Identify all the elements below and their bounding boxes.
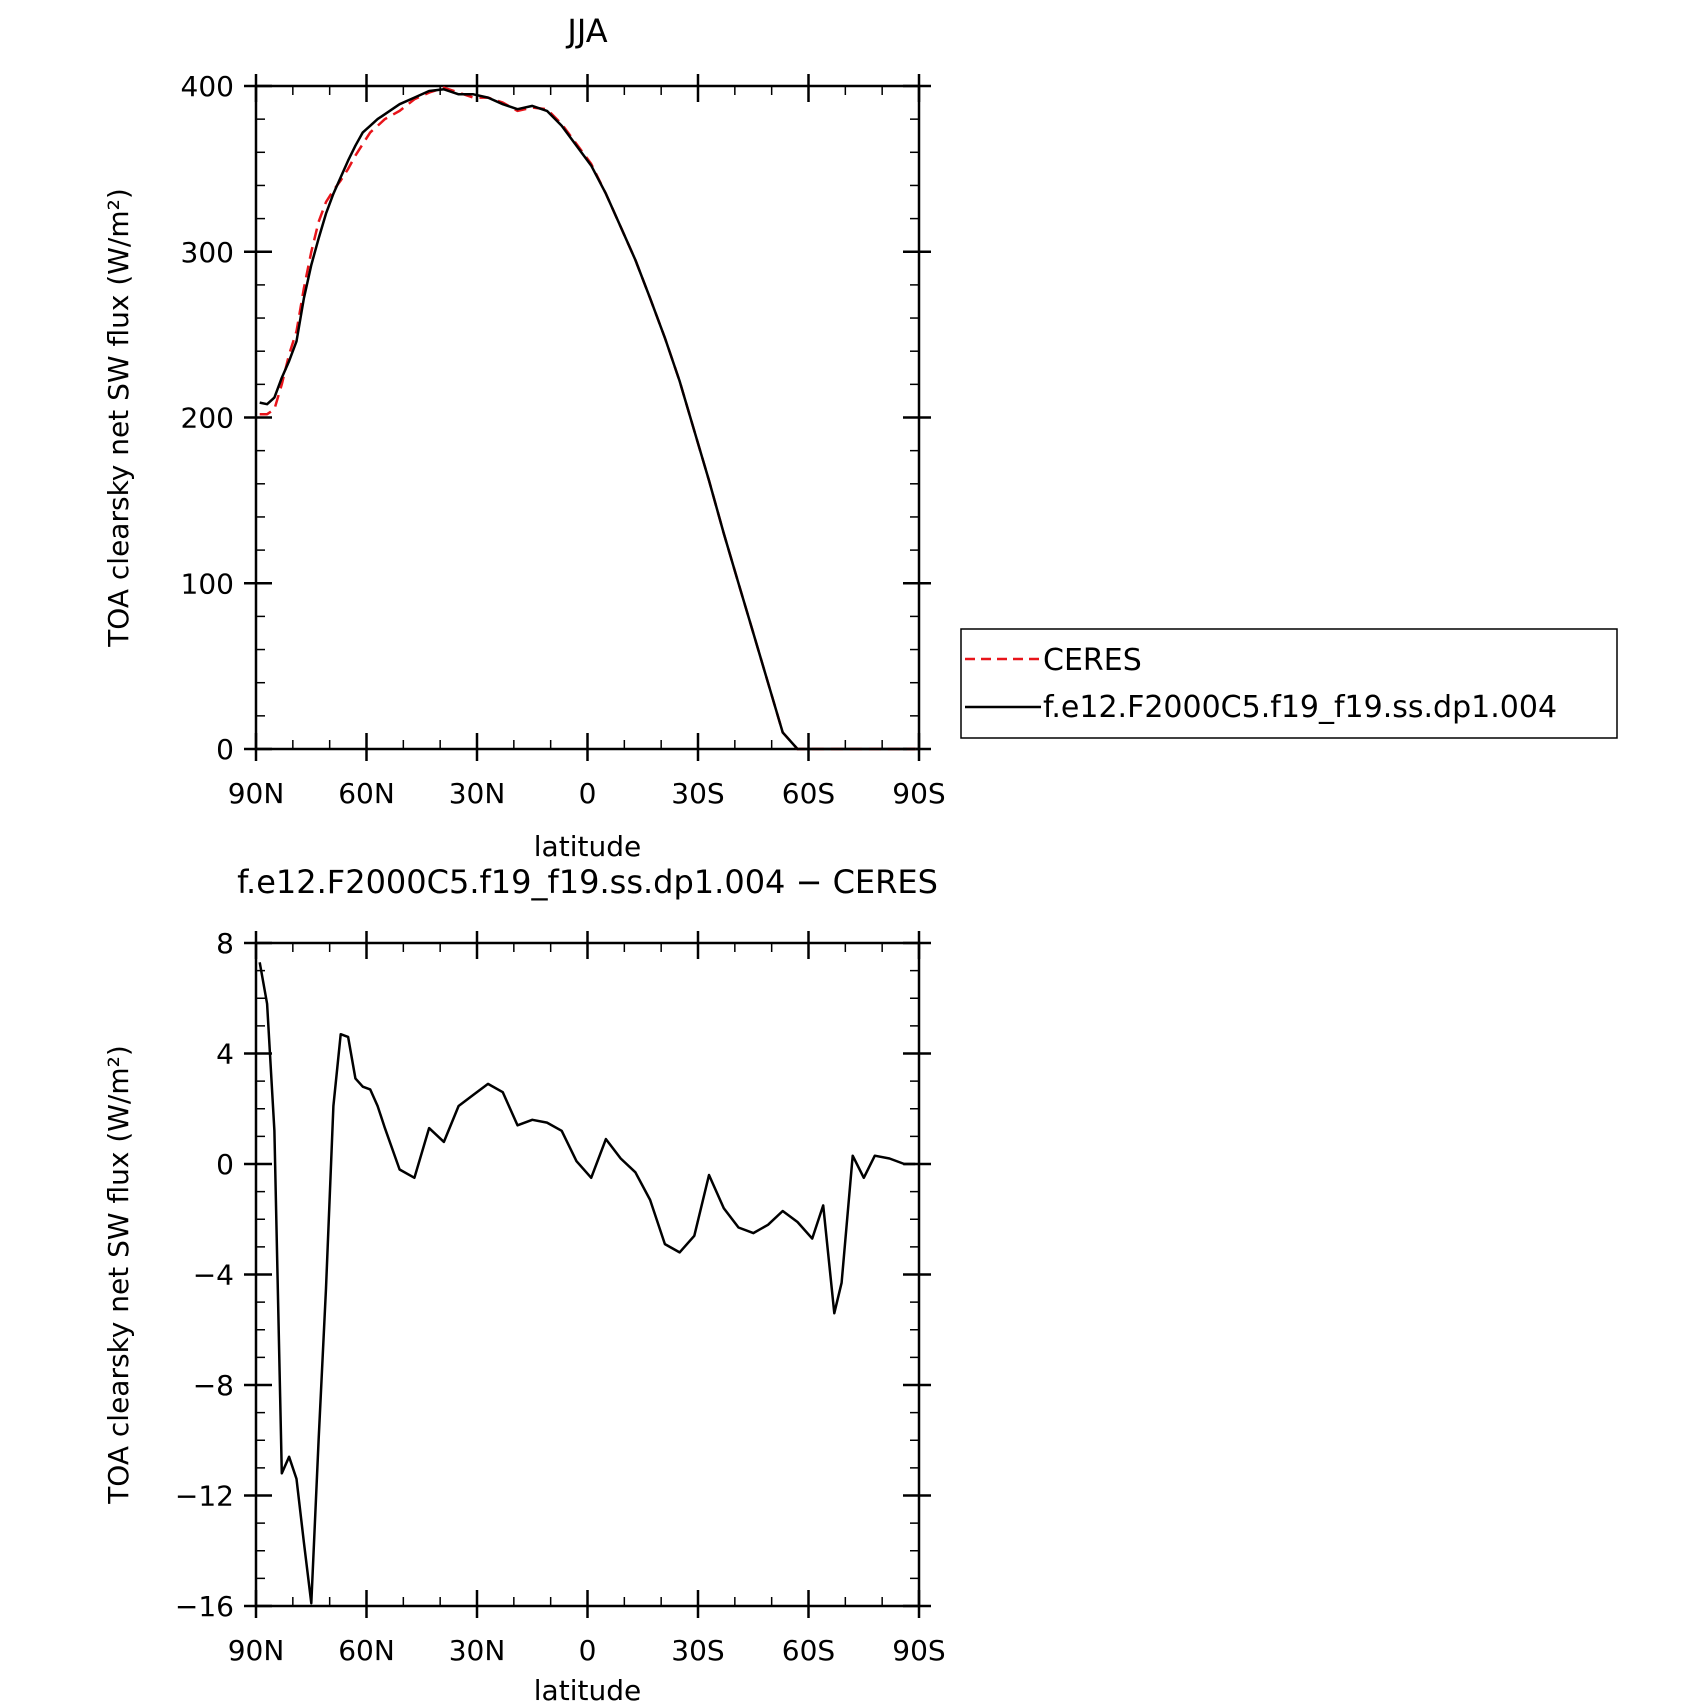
y-tick-label: 300: [181, 236, 234, 269]
y-tick-label: 8: [216, 927, 234, 960]
y-tick-label: −12: [175, 1480, 234, 1513]
legend-label-model: f.e12.F2000C5.f19_f19.ss.dp1.004: [1043, 690, 1557, 725]
x-tick-label: 30S: [671, 1634, 724, 1667]
x-tick-label: 60N: [338, 777, 395, 810]
y-tick-label: 4: [216, 1038, 234, 1071]
legend-label-ceres: CERES: [1043, 643, 1142, 678]
x-tick-label: 90N: [228, 1634, 285, 1667]
y-tick-label: 200: [181, 402, 234, 435]
x-tick-label: 90S: [892, 1634, 945, 1667]
x-tick-label: 30S: [671, 777, 724, 810]
series-line-f-e12-f2000c5-f19-f19-ss-dp1-004: [259, 88, 916, 751]
top-panel-jja: 90N 60N 30N 0 30S 60S 90S 0 100 200 300 400 JJA latit…: [102, 12, 946, 863]
y-tick-label: 100: [181, 567, 234, 600]
panel-title: f.e12.F2000C5.f19_f19.ss.dp1.004 − CERES: [237, 863, 938, 901]
x-axis-title: latitude: [534, 1674, 641, 1707]
x-tick-label: 90N: [228, 777, 285, 810]
x-tick-label: 30N: [449, 777, 506, 810]
plot-frame: [254, 84, 921, 751]
x-tick-label: 60S: [782, 777, 835, 810]
plot-frame: [254, 941, 921, 1608]
y-tick-label: 0: [216, 1148, 234, 1181]
legend: CERES f.e12.F2000C5.f19_f19.ss.dp1.004: [960, 628, 1618, 739]
x-tick-label: 30N: [449, 1634, 506, 1667]
panel-title: JJA: [565, 12, 607, 50]
legend-box: [960, 628, 1618, 739]
y-axis-title: TOA clearsky net SW flux (W/m²): [102, 1045, 135, 1505]
x-tick-label: 60S: [782, 1634, 835, 1667]
y-tick-label: −16: [175, 1590, 234, 1623]
x-tick-label: 90S: [892, 777, 945, 810]
x-tick-label: 0: [579, 777, 597, 810]
y-tick-label: 0: [216, 733, 234, 766]
y-axis-title: TOA clearsky net SW flux (W/m²): [102, 188, 135, 648]
series-line-difference: [258, 962, 916, 1605]
y-tick-label: −4: [193, 1259, 234, 1292]
series-line-ceres: [259, 86, 916, 751]
y-tick-label: 400: [181, 70, 234, 103]
y-tick-label: −8: [193, 1369, 234, 1402]
x-tick-label: 60N: [338, 1634, 395, 1667]
x-axis-title: latitude: [534, 830, 641, 863]
bottom-panel-difference: 90N 60N 30N 0 30S 60S 90S 8 4 0 −4 −8 −12 −16 f.e12.F2…: [102, 863, 946, 1707]
x-tick-label: 0: [579, 1634, 597, 1667]
